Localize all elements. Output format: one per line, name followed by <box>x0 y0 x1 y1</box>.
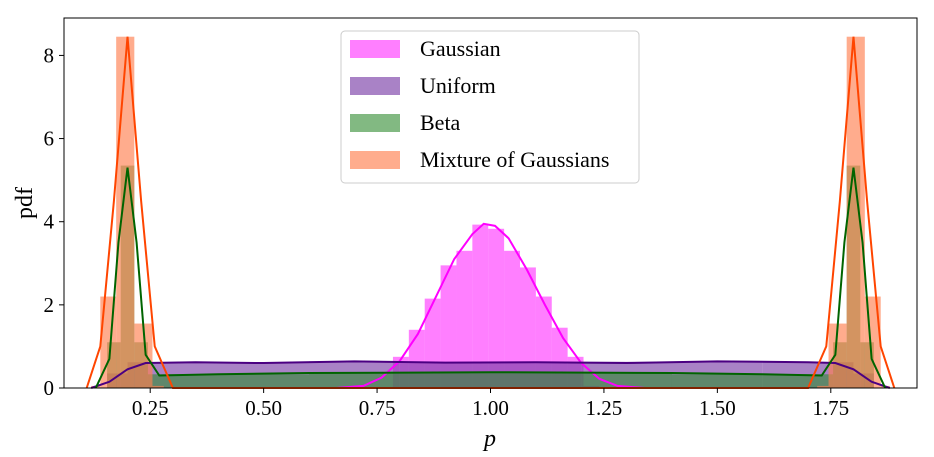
bar-3-4 <box>152 385 164 388</box>
x-tick-label-3: 1.00 <box>472 396 509 420</box>
legend-swatch-0 <box>350 40 400 58</box>
kde-line-2 <box>94 167 887 389</box>
x-tick-label-0: 0.25 <box>132 396 169 420</box>
bar-0-3 <box>440 265 457 388</box>
y-tick-label-1: 2 <box>44 293 55 317</box>
bar-3-3 <box>134 323 153 388</box>
legend-label-3: Mixture of Gaussians <box>420 147 609 172</box>
bar-2-4 <box>309 372 672 388</box>
y-tick-label-3: 6 <box>44 127 55 151</box>
legend-frame <box>340 30 640 184</box>
x-axis-ticks: 0.25 0.50 0.75 1.00 1.25 1.50 1.75 <box>132 388 849 420</box>
bar-0-5 <box>472 224 489 388</box>
legend-swatch-3 <box>350 151 400 169</box>
bar-0-8 <box>519 267 536 388</box>
bar-0-4 <box>456 250 473 388</box>
legend-label-0: Gaussian <box>420 36 501 61</box>
y-tick-label-4: 8 <box>44 43 55 67</box>
legend-swatch-1 <box>350 77 400 95</box>
y-axis-label: pdf <box>12 187 38 219</box>
legend-swatch-2 <box>350 114 400 132</box>
x-tick-label-4: 1.25 <box>586 396 623 420</box>
histogram-bars <box>91 36 890 389</box>
bar-2-3 <box>147 374 310 388</box>
y-axis-ticks: 0 2 4 6 8 <box>44 43 64 400</box>
legend-label-2: Beta <box>420 110 461 135</box>
bar-2-5 <box>671 374 834 388</box>
y-tick-label-0: 0 <box>44 376 55 400</box>
x-tick-label-2: 0.75 <box>359 396 396 420</box>
bar-3-6 <box>828 323 847 388</box>
legend: Gaussian Uniform Beta Mixture of Gaussians <box>340 30 640 184</box>
legend-label-1: Uniform <box>420 73 496 98</box>
x-axis-label: p <box>482 426 496 452</box>
kde-line-1 <box>90 360 891 389</box>
y-tick-label-2: 4 <box>44 210 55 234</box>
x-tick-label-6: 1.75 <box>812 396 849 420</box>
bar-3-5 <box>817 385 829 388</box>
x-tick-label-1: 0.50 <box>245 396 282 420</box>
x-tick-label-5: 1.50 <box>699 396 736 420</box>
bar-0-7 <box>504 250 520 388</box>
kde-line-0 <box>336 222 645 389</box>
bar-0-6 <box>488 228 505 388</box>
